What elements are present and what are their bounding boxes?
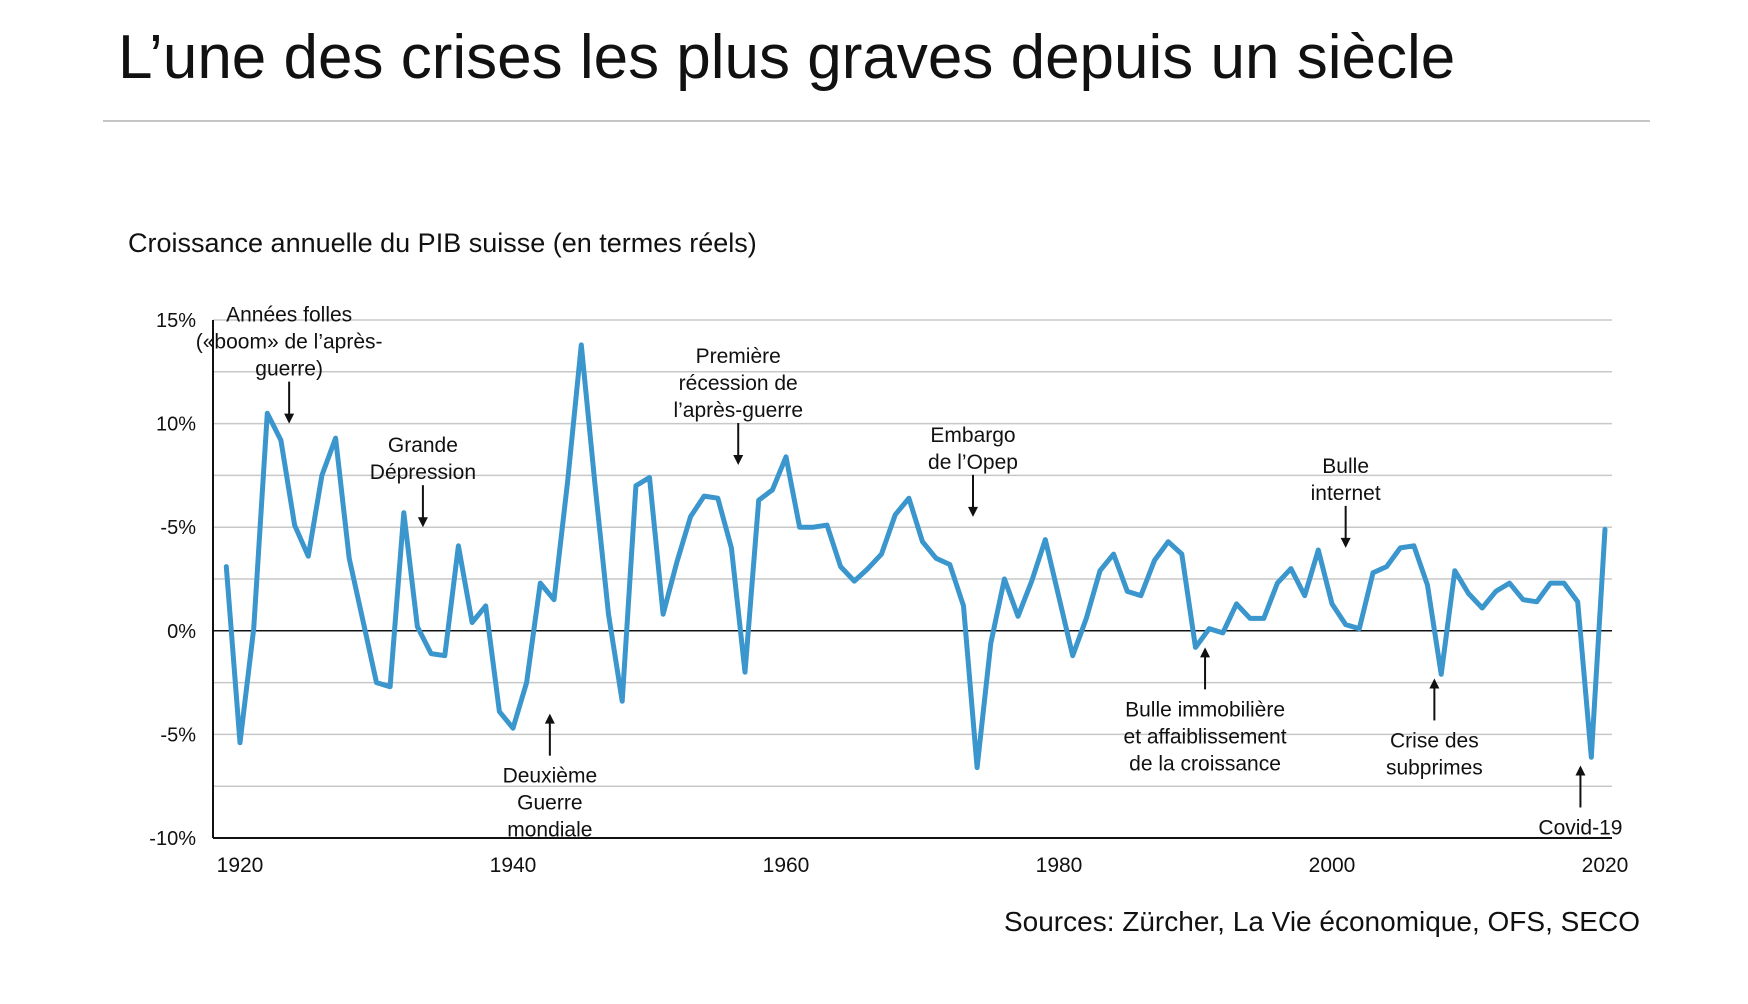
annotation-label: récession de (679, 372, 798, 395)
annotation-arrow-head (284, 413, 295, 424)
x-tick-label: 1920 (217, 854, 264, 877)
y-tick-label: 0% (167, 621, 196, 643)
annotation-label: mondiale (507, 819, 592, 842)
x-tick-label: 1980 (1036, 854, 1083, 877)
annotation: Grande Dépression (370, 434, 476, 528)
annotation-arrow-head (1429, 678, 1440, 689)
annotation-label: de la croissance (1129, 752, 1281, 775)
tick-labels: 15% 10% -5% 0% -5% -10% 1920 1940 1960 1980 2000 20… (149, 310, 1628, 877)
annotation: Années folles («boom» de l’après-guerre) (196, 304, 383, 424)
y-tick-label: 15% (156, 310, 196, 332)
annotation-label: Covid-19 (1538, 816, 1622, 839)
series (223, 342, 1608, 771)
x-tick-label: 2000 (1309, 854, 1356, 877)
annotation-label: l’après-guerre (673, 399, 803, 422)
annotation-label: («boom» de l’après- (196, 331, 383, 354)
annotation-label: Deuxième (503, 765, 598, 788)
annotation-arrow-head (733, 455, 744, 466)
sources-note: Sources: Zürcher, La Vie économique, OFS… (1003, 906, 1640, 937)
y-tick-label: 10% (156, 414, 196, 436)
annotation: Première récession de l’après-guerre (673, 345, 803, 466)
annotation-arrow-head (1340, 537, 1351, 548)
annotation-arrow-head (417, 517, 428, 528)
annotation: Embargo de l’Opep (928, 424, 1018, 517)
annotation-label: Grande (388, 434, 458, 457)
annotation-label: Première (696, 345, 781, 368)
annotation-arrow-head (1200, 647, 1211, 658)
annotation-label: Guerre (517, 792, 582, 815)
y-tick-label: -5% (160, 517, 196, 539)
annotation: Deuxième Guerre mondiale (503, 713, 598, 842)
annotation-label: et affaiblissement (1124, 725, 1287, 748)
annotation-label: internet (1311, 482, 1381, 505)
annotation-label: Bulle immobilière (1125, 698, 1285, 721)
annotation-arrow-head (968, 506, 979, 517)
annotation-label: Embargo (930, 424, 1015, 447)
title-divider (103, 120, 1650, 122)
x-tick-label: 1940 (490, 854, 537, 877)
y-tick-label: -5% (160, 724, 196, 746)
x-tick-label: 1960 (763, 854, 810, 877)
annotation-label: Crise des (1390, 729, 1479, 752)
gridlines (213, 319, 1612, 787)
annotations: Années folles («boom» de l’après-guerre) G… (196, 304, 1623, 842)
annotation-label: de l’Opep (928, 451, 1018, 474)
annotation-label: Années folles (226, 304, 352, 327)
annotation: Bulle immobilière et affaiblissement de la… (1124, 647, 1287, 775)
annotation-label: subprimes (1386, 756, 1483, 779)
annotation: Crise des subprimes (1386, 678, 1483, 779)
x-tick-label: 2020 (1582, 854, 1629, 877)
annotation: Covid-19 (1538, 765, 1622, 839)
annotation-label: Bulle (1322, 455, 1369, 478)
series-line (223, 342, 1608, 771)
annotation-label: Dépression (370, 461, 476, 484)
annotation-arrow-head (1575, 765, 1586, 776)
annotation-label: guerre) (255, 358, 323, 381)
y-tick-label: -10% (149, 828, 196, 850)
slide-title: L’une des crises les plus graves depuis … (118, 23, 1456, 92)
annotation: Bulle internet (1311, 455, 1381, 548)
annotation-arrow-head (544, 713, 555, 724)
chart-title: Croissance annuelle du PIB suisse (en te… (128, 228, 757, 258)
